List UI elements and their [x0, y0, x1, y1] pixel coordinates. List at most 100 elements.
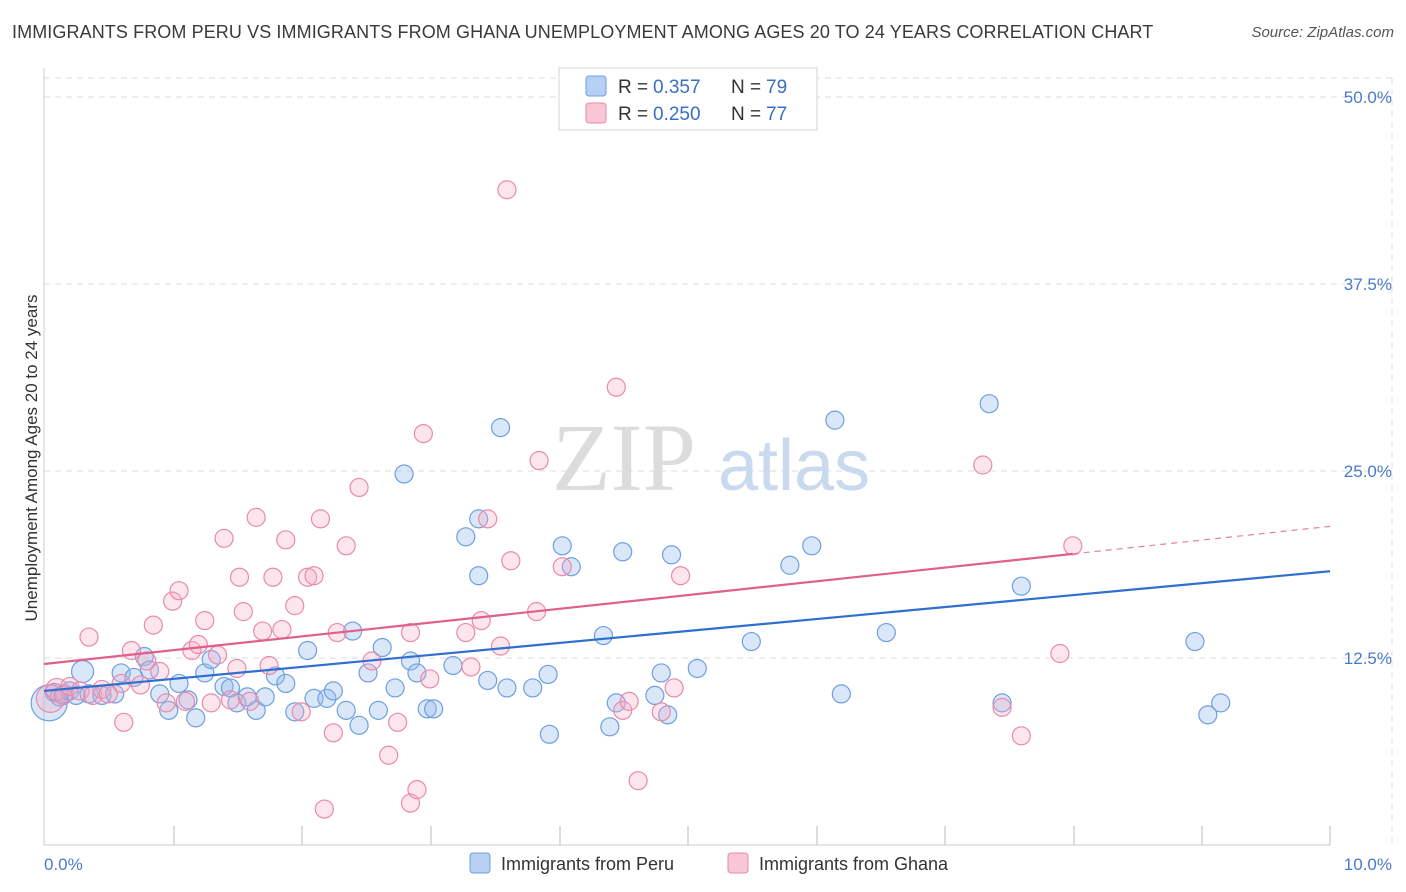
bottom-legend: Immigrants from Peru Immigrants from Gha…: [469, 852, 949, 874]
point-ghana-23: [201, 693, 221, 713]
point-peru-78: [1211, 693, 1231, 713]
axes: [43, 68, 1331, 846]
point-ghana-19: [175, 691, 196, 711]
legend-peru-n-label: N =: [731, 77, 761, 98]
y-axis-label: Unemployment Among Ages 20 to 24 years: [22, 295, 41, 622]
gridlines: [44, 77, 1393, 845]
point-ghana-50: [400, 622, 421, 643]
trend-line-ghana: [43, 552, 1073, 666]
point-peru-54: [538, 664, 558, 685]
legend-peru-r-label: R =: [618, 77, 648, 98]
point-peru-75: [1011, 576, 1031, 596]
point-peru-27: [265, 666, 286, 686]
watermark-atlas: atlas: [718, 426, 870, 506]
source-label: Source: ZipAtlas.com: [1251, 24, 1394, 41]
point-ghana-37: [285, 596, 305, 616]
x-tick-label-0: 0.0%: [44, 855, 83, 874]
point-peru-45: [424, 699, 444, 719]
point-ghana-29: [233, 602, 253, 622]
y-tick-label-0: 12.5%: [1344, 649, 1392, 668]
trend-lines: [43, 525, 1331, 693]
point-peru-53: [523, 678, 543, 698]
point-ghana-45: [336, 536, 356, 556]
top-legend: R = 0.357 N = 79 R = 0.250 N = 77: [558, 67, 818, 131]
point-ghana-16: [156, 693, 176, 713]
point-peru-76: [1185, 631, 1205, 652]
point-ghana-5: [79, 627, 99, 647]
point-ghana-11: [121, 640, 142, 661]
legend-swatch-peru: [585, 75, 607, 97]
chart-title: IMMIGRANTS FROM PERU VS IMMIGRANTS FROM …: [12, 22, 1154, 42]
point-ghana-38: [291, 702, 311, 722]
point-ghana-28: [229, 567, 250, 587]
point-ghana-65: [606, 377, 626, 397]
point-ghana-67: [619, 691, 639, 711]
point-peru-44: [417, 699, 437, 719]
point-peru-59: [600, 717, 620, 737]
point-ghana-73: [992, 697, 1012, 717]
point-ghana-17: [163, 591, 183, 611]
y-tick-label-3: 50.0%: [1344, 88, 1392, 107]
point-peru-28: [276, 673, 296, 694]
point-peru-66: [687, 658, 707, 679]
point-peru-62: [645, 685, 665, 706]
point-ghana-69: [651, 702, 671, 722]
point-ghana-70: [664, 678, 684, 698]
point-ghana-63: [529, 450, 549, 471]
point-peru-55: [539, 724, 559, 744]
trend-line-ghana-extension: [1072, 525, 1331, 555]
point-peru-37: [358, 663, 378, 683]
point-peru-39: [372, 637, 392, 658]
y-tick-label-1: 25.0%: [1344, 462, 1392, 481]
point-ghana-43: [323, 723, 343, 743]
point-ghana-36: [276, 530, 296, 550]
point-ghana-55: [456, 622, 476, 643]
point-ghana-27: [227, 658, 247, 679]
point-ghana-12: [130, 675, 151, 695]
point-peru-65: [661, 545, 682, 565]
point-ghana-48: [379, 745, 399, 765]
point-ghana-53: [413, 424, 433, 444]
point-ghana-49: [388, 712, 408, 732]
point-ghana-60: [497, 180, 517, 200]
point-ghana-64: [552, 557, 572, 577]
point-ghana-58: [478, 509, 498, 529]
watermark: ZIP atlas: [552, 404, 870, 511]
point-ghana-35: [272, 619, 292, 640]
point-peru-70: [825, 410, 845, 430]
legend-ghana-n-label: N =: [731, 104, 761, 125]
point-ghana-74: [1011, 726, 1031, 746]
point-peru-32: [317, 688, 337, 708]
point-ghana-76: [1063, 536, 1083, 556]
point-ghana-72: [973, 455, 993, 475]
point-ghana-25: [214, 528, 234, 548]
point-ghana-61: [501, 551, 521, 571]
point-peru-69: [802, 536, 822, 556]
bottom-legend-swatch-ghana: [727, 852, 749, 874]
point-peru-72: [876, 622, 896, 643]
point-peru-30: [298, 640, 318, 661]
point-ghana-14: [143, 615, 163, 635]
point-peru-18: [186, 708, 206, 728]
point-ghana-42: [314, 799, 334, 819]
legend-ghana-r-label: R =: [618, 104, 648, 125]
point-ghana-15: [150, 661, 170, 682]
legend-swatch-ghana: [585, 102, 607, 124]
point-ghana-24: [208, 645, 228, 665]
point-ghana-34: [263, 567, 283, 587]
point-ghana-68: [628, 771, 648, 791]
point-peru-61: [613, 542, 633, 562]
point-peru-29: [285, 702, 305, 722]
point-peru-34: [336, 700, 356, 720]
point-peru-46: [443, 655, 463, 676]
point-ghana-26: [220, 690, 241, 710]
point-peru-67: [741, 631, 761, 652]
point-ghana-18: [169, 581, 189, 601]
point-peru-26: [255, 687, 275, 707]
point-ghana-41: [310, 509, 331, 529]
point-ghana-57: [471, 610, 491, 631]
point-ghana-22: [195, 610, 215, 631]
point-peru-15: [159, 700, 179, 720]
point-peru-33: [323, 681, 343, 701]
